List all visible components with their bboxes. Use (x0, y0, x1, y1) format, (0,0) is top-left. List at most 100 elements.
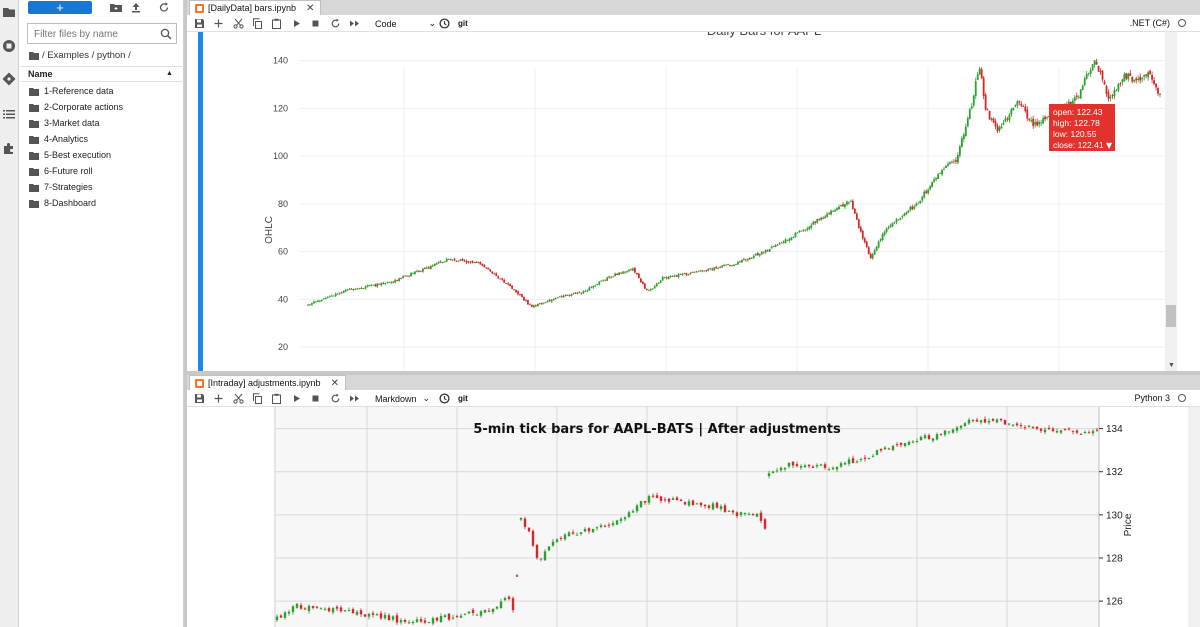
clock-icon[interactable] (439, 18, 450, 29)
candle (659, 495, 663, 504)
add-cell-icon[interactable] (213, 393, 224, 404)
candle (479, 261, 482, 265)
folder-icon[interactable] (2, 5, 16, 19)
git-button[interactable]: git (458, 19, 468, 28)
list-item[interactable]: 1-Reference data (20, 83, 184, 99)
y-tick-label: 80 (278, 199, 288, 209)
save-icon[interactable] (194, 18, 205, 29)
candle (542, 302, 545, 305)
git-button[interactable]: git (458, 394, 468, 403)
scroll-down-icon[interactable]: ▼ (1168, 362, 1175, 369)
candle (1073, 95, 1076, 105)
candle (523, 295, 525, 301)
candle (643, 500, 647, 505)
y-tick-label: 40 (278, 294, 288, 304)
candle (1031, 426, 1035, 429)
breadcrumb[interactable]: / Examples / python / (29, 48, 131, 62)
fast-forward-icon[interactable] (349, 393, 360, 404)
candle (1026, 106, 1029, 122)
sidebar-splitter[interactable] (184, 0, 187, 627)
running-icon[interactable] (2, 39, 16, 53)
clock-icon[interactable] (439, 393, 450, 404)
candle (342, 290, 345, 294)
candle (563, 532, 567, 542)
run-icon[interactable] (291, 393, 302, 404)
chevron-down-icon: ⌄ (422, 393, 431, 403)
list-item[interactable]: 5-Best execution (20, 147, 184, 163)
candle (986, 108, 989, 111)
candle (324, 296, 327, 300)
file-list-header[interactable]: Name ▲ (20, 66, 204, 82)
new-launcher-button[interactable]: + (28, 1, 92, 14)
list-item[interactable]: 7-Strategies (20, 179, 184, 195)
candle (639, 277, 642, 284)
breadcrumb-path[interactable]: / Examples / python / (42, 49, 131, 61)
scrollbar-thumb[interactable] (1166, 305, 1176, 327)
candle (717, 266, 720, 270)
copy-icon[interactable] (252, 18, 263, 29)
upload-icon[interactable] (130, 2, 142, 13)
copy-icon[interactable] (252, 393, 263, 404)
candle (1143, 74, 1146, 81)
candle (810, 223, 813, 230)
filter-files-field[interactable] (27, 23, 177, 44)
list-item[interactable]: 3-Market data (20, 115, 184, 131)
cell-type-select[interactable]: Markdown ⌄ (375, 392, 430, 405)
scrollbar-intraday[interactable] (1188, 407, 1200, 627)
new-folder-icon[interactable] (110, 2, 122, 13)
candle (915, 438, 919, 444)
candle (572, 292, 575, 295)
fast-forward-icon[interactable] (349, 18, 360, 29)
tab-daily-bars[interactable]: [DailyData] bars.ipynb ✕ (189, 0, 322, 15)
candle (879, 448, 883, 453)
candle (1046, 116, 1048, 121)
candle (606, 276, 609, 282)
close-icon[interactable]: ✕ (306, 2, 315, 14)
cut-icon[interactable] (233, 18, 244, 29)
cell-type-select[interactable]: Code ⌄ (375, 17, 436, 30)
close-icon[interactable]: ✕ (330, 377, 339, 389)
refresh-icon[interactable] (158, 2, 170, 13)
panel-splitter[interactable] (187, 371, 1200, 375)
candle (791, 461, 795, 469)
list-item[interactable]: 2-Corporate actions (20, 99, 184, 115)
candle (509, 283, 512, 287)
extension-icon[interactable] (2, 141, 16, 155)
list-item-label: 1-Reference data (44, 86, 114, 96)
run-icon[interactable] (291, 18, 302, 29)
intraday-bars-chart[interactable]: 126 128 130 132 134 Price 5-min tick bars for … (187, 407, 1162, 627)
restart-icon[interactable] (330, 393, 341, 404)
candle (1119, 81, 1122, 87)
kernel-name[interactable]: .NET (C#) (1129, 18, 1170, 28)
list-item[interactable]: 4-Analytics (20, 131, 184, 147)
candles (307, 58, 1161, 309)
add-cell-icon[interactable] (213, 18, 224, 29)
list-item[interactable]: 6-Future roll (20, 163, 184, 179)
candle (632, 267, 634, 272)
git-icon[interactable] (2, 72, 16, 86)
candle (1103, 79, 1106, 85)
toc-icon[interactable] (2, 107, 16, 121)
active-cell-indicator[interactable] (198, 32, 203, 371)
stop-icon[interactable] (310, 18, 321, 29)
save-icon[interactable] (194, 393, 205, 404)
scrollbar-daily[interactable]: ▼ (1165, 32, 1177, 371)
candle (576, 291, 579, 295)
cut-icon[interactable] (233, 393, 244, 404)
candle (991, 418, 995, 422)
candle (511, 596, 515, 613)
candle (994, 118, 997, 130)
daily-bars-chart[interactable]: 20 40 60 80 100 120 140 OHLC Daily Bars for AAPL… (204, 32, 1169, 371)
tab-intraday-adjustments[interactable]: [Intraday] adjustments.ipynb ✕ (189, 375, 346, 390)
list-item[interactable]: 8-Dashboard (20, 195, 184, 211)
candle (299, 602, 303, 610)
kernel-name[interactable]: Python 3 (1134, 393, 1170, 403)
candle (623, 516, 627, 522)
paste-icon[interactable] (271, 393, 282, 404)
stop-icon[interactable] (310, 393, 321, 404)
column-name[interactable]: Name (28, 69, 53, 79)
candle (1040, 120, 1043, 126)
restart-icon[interactable] (330, 18, 341, 29)
paste-icon[interactable] (271, 18, 282, 29)
filter-files-input[interactable] (34, 27, 154, 41)
